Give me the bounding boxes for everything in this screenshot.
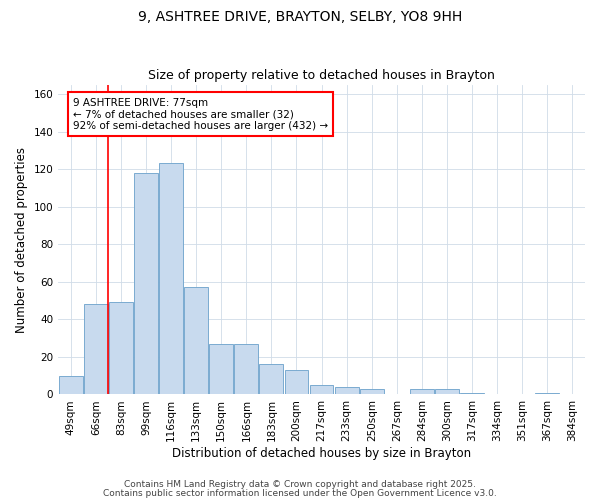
Bar	[310, 385, 334, 394]
Bar	[235, 344, 258, 394]
Bar	[360, 389, 383, 394]
Bar	[109, 302, 133, 394]
Bar	[410, 389, 434, 394]
Bar	[209, 344, 233, 394]
Bar	[84, 304, 108, 394]
Bar	[284, 370, 308, 394]
Title: Size of property relative to detached houses in Brayton: Size of property relative to detached ho…	[148, 69, 495, 82]
Bar	[184, 288, 208, 395]
Y-axis label: Number of detached properties: Number of detached properties	[15, 146, 28, 332]
Bar	[335, 387, 359, 394]
Bar	[460, 392, 484, 394]
Bar	[134, 173, 158, 394]
X-axis label: Distribution of detached houses by size in Brayton: Distribution of detached houses by size …	[172, 447, 471, 460]
Bar	[435, 389, 459, 394]
Bar	[535, 392, 559, 394]
Text: 9 ASHTREE DRIVE: 77sqm
← 7% of detached houses are smaller (32)
92% of semi-deta: 9 ASHTREE DRIVE: 77sqm ← 7% of detached …	[73, 98, 328, 131]
Text: Contains HM Land Registry data © Crown copyright and database right 2025.: Contains HM Land Registry data © Crown c…	[124, 480, 476, 489]
Bar	[59, 376, 83, 394]
Bar	[259, 364, 283, 394]
Text: Contains public sector information licensed under the Open Government Licence v3: Contains public sector information licen…	[103, 488, 497, 498]
Bar	[159, 164, 183, 394]
Text: 9, ASHTREE DRIVE, BRAYTON, SELBY, YO8 9HH: 9, ASHTREE DRIVE, BRAYTON, SELBY, YO8 9H…	[138, 10, 462, 24]
